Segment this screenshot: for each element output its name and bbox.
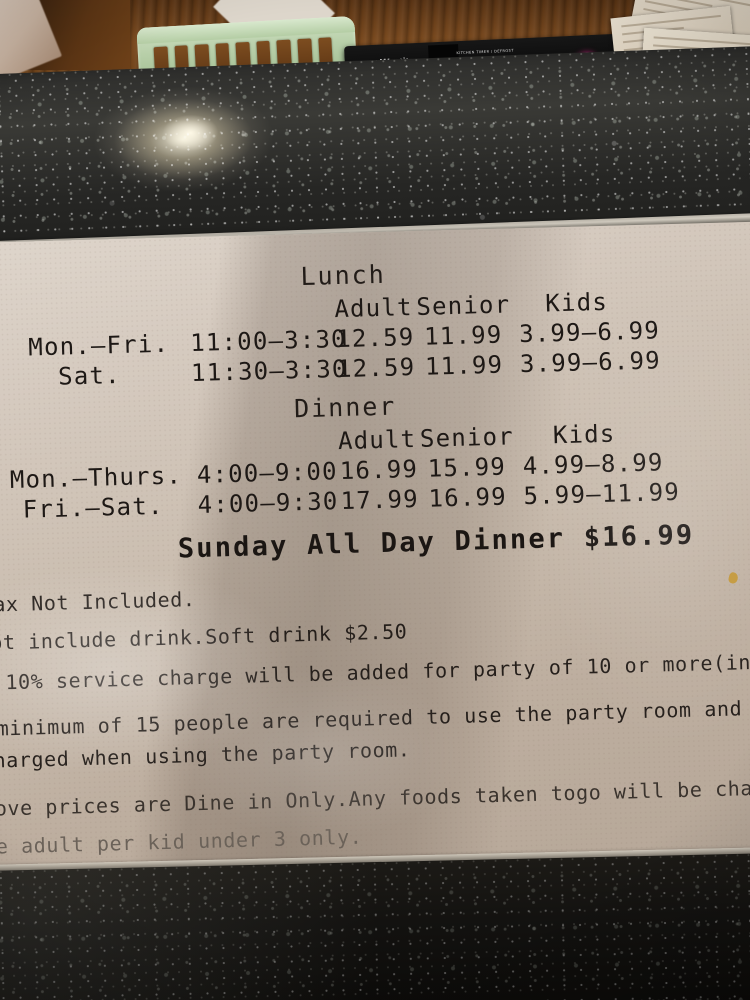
dinner-row-kids: 5.99–11.99 — [523, 477, 681, 511]
granite-countertop-lower — [0, 852, 750, 1000]
dinner-header-senior: Senior — [419, 422, 515, 453]
lunch-section-title: Lunch — [300, 259, 387, 292]
note-line: e adult per kid under 3 only. — [0, 824, 363, 859]
lunch-row-kids: 3.99–6.99 — [518, 316, 661, 349]
note-line: minimum of 15 people are required to use… — [0, 687, 750, 741]
note-line: 10% service charge will be added for par… — [5, 644, 750, 695]
dinner-row-day: Fri.–Sat. — [22, 491, 164, 524]
dinner-row-senior: 15.99 — [427, 452, 507, 483]
lunch-header-adult: Adult — [334, 293, 414, 324]
dinner-row-time: 4:00–9:00 — [196, 457, 339, 489]
lunch-row-day: Sat. — [57, 360, 122, 391]
note-line: ot include drink.Soft drink $2.50 — [0, 619, 408, 655]
dinner-header-kids: Kids — [552, 419, 616, 450]
sunday-all-day-line: Sunday All Day Dinner $16.99 — [177, 519, 695, 565]
dinner-section-title: Dinner — [293, 391, 397, 424]
lunch-header-kids: Kids — [544, 287, 609, 318]
dinner-row-time: 4:00–9:30 — [197, 487, 339, 519]
dinner-row-adult: 16.99 — [339, 454, 419, 486]
lunch-row-adult: 12.59 — [336, 353, 416, 384]
lunch-row-time: 11:30–3:30 — [190, 354, 348, 388]
lunch-row-kids: 3.99–6.99 — [519, 346, 662, 379]
dinner-header-adult: Adult — [337, 425, 417, 456]
lunch-row-senior: 11.99 — [424, 350, 504, 381]
lunch-row-time: 11:00–3:30 — [189, 324, 348, 358]
dinner-row-day: Mon.–Thurs. — [9, 461, 183, 495]
fine-print-notes: ax Not Included. ot include drink.Soft d… — [0, 571, 750, 942]
note-line: ax Not Included. — [0, 587, 196, 617]
price-sign-laminated: Lunch Adult Senior Kids Mon.–Fri. 11:00–… — [0, 221, 750, 943]
note-line: ove prices are Dine in Only.Any foods ta… — [0, 771, 750, 821]
lunch-row-senior: 11.99 — [423, 320, 503, 351]
sign-content: Lunch Adult Senior Kids Mon.–Fri. 11:00–… — [0, 221, 750, 943]
lunch-row-adult: 12.59 — [335, 323, 415, 354]
panel-micro-label: KITCHEN TIMER / DEFROST — [456, 48, 514, 56]
dinner-row-senior: 16.99 — [428, 482, 508, 513]
lunch-row-day: Mon.–Fri. — [27, 329, 170, 362]
granite-speckle-texture — [0, 852, 750, 1000]
dinner-row-adult: 17.99 — [340, 484, 420, 516]
note-line: harged when using the party room. — [0, 737, 411, 773]
lunch-header-senior: Senior — [416, 290, 511, 321]
dinner-row-kids: 4.99–8.99 — [522, 448, 664, 481]
